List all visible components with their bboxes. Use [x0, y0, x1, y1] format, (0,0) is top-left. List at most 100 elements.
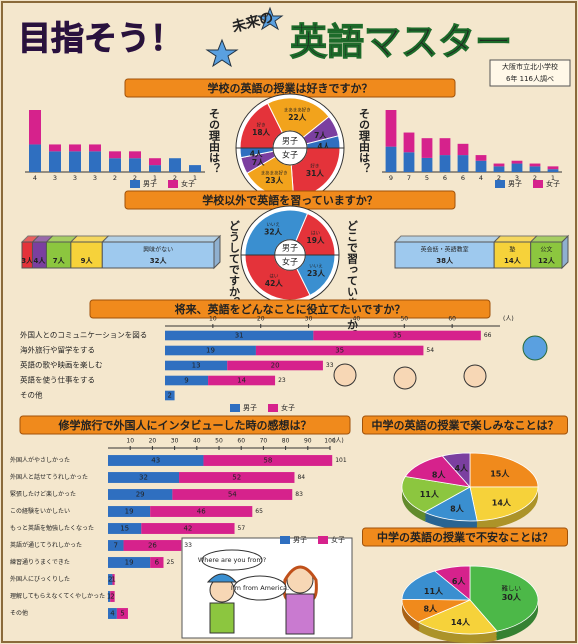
segment-label: 14人 [504, 256, 522, 265]
bar [49, 151, 61, 172]
segment-label: 4人 [34, 256, 47, 265]
segment-label: 38人 [436, 256, 454, 265]
bar-total: 23 [278, 377, 286, 384]
segment-category: 塾 [509, 246, 515, 254]
segment-label: 7人 [314, 131, 327, 140]
bar-value: 29 [136, 491, 145, 499]
x-tick-label: 80 [282, 438, 290, 445]
bar-value: 54 [228, 491, 237, 499]
segment-label: 22人 [288, 113, 306, 122]
bar-value: 31 [235, 332, 244, 340]
bar-value: 4 [33, 174, 37, 182]
slice-label: 8人 [432, 469, 447, 479]
segment-category: 英会話・英語教室 [421, 246, 469, 254]
bar-value: 9 [184, 377, 188, 385]
slice-label: 15人 [490, 469, 510, 479]
chart-title: 学校以外で英語を習っていますか？ [202, 193, 377, 207]
bar [255, 345, 424, 356]
bar-value: 3 [93, 174, 97, 182]
bar [547, 169, 559, 172]
bar-value: 42 [183, 525, 192, 533]
segment-category: まあまあ好き [261, 170, 288, 177]
legend-label: 女子 [281, 403, 295, 412]
pie-slice [401, 476, 472, 513]
legend-swatch [230, 404, 240, 412]
bar-total: 33 [184, 542, 192, 549]
category-label: 英語の歌や映画を楽しむ [20, 360, 103, 370]
group-label: 女子 [282, 150, 298, 160]
bar-value: 6 [443, 174, 447, 182]
bar-value: 1 [153, 174, 157, 182]
x-axis-unit: (人) [333, 438, 344, 445]
bar [129, 151, 141, 159]
segment-label: 18人 [252, 128, 270, 137]
bar-top [393, 235, 502, 243]
bar [385, 146, 397, 172]
group-label: 男子 [282, 137, 298, 146]
bar-end [213, 234, 221, 270]
bar [149, 158, 161, 166]
star [256, 6, 284, 31]
bar [227, 360, 323, 371]
child-body [209, 602, 235, 634]
bar-value: 7 [114, 542, 118, 550]
bar-value: 4 [110, 610, 115, 618]
category-label: 緊張したけど楽しかった [10, 490, 76, 498]
bar [108, 557, 151, 568]
category-label: 英語を使う仕事をする [20, 375, 95, 385]
slice-label: 6人 [452, 576, 467, 586]
pie-slice [417, 599, 498, 635]
bar [112, 574, 115, 585]
pie-slice [423, 486, 478, 522]
legend-label: 男子 [243, 404, 257, 412]
bar-total: 65 [255, 508, 263, 515]
bar [439, 138, 451, 156]
legend-swatch [268, 404, 278, 412]
bar [150, 557, 164, 568]
bar [439, 155, 451, 172]
bar-value: 6 [155, 559, 160, 567]
x-tick-label: 70 [260, 438, 268, 445]
legend-label: 男子 [143, 180, 157, 188]
bar [108, 591, 111, 602]
legend-label: 女子 [546, 179, 560, 188]
speech-bubble [233, 575, 287, 601]
pie-slice [469, 452, 539, 488]
bar [385, 110, 397, 147]
bar [108, 574, 113, 585]
bar [89, 144, 101, 152]
x-tick-label: 60 [237, 438, 245, 445]
x-tick-label: 10 [126, 438, 134, 445]
bar-value: 35 [393, 332, 402, 340]
bar [69, 151, 81, 172]
illustration [181, 537, 353, 639]
bar-value: 3 [53, 174, 57, 182]
title-banner [19, 415, 351, 435]
bar-segment [493, 241, 532, 269]
segment-category: はい [269, 273, 278, 279]
bar-value: 2 [168, 392, 172, 400]
bar-value: 9 [389, 174, 393, 182]
slice-category: 難しい [502, 584, 522, 593]
bar [109, 158, 121, 172]
bar-total: 101 [335, 457, 347, 464]
bar [29, 110, 41, 145]
segment-label: 9人 [81, 256, 94, 265]
bar-value: 46 [197, 508, 206, 516]
bar-total: 84 [297, 474, 305, 481]
x-tick-label: 60 [448, 316, 456, 323]
x-tick-label: 100 [324, 438, 336, 445]
segment-category: いいえ [266, 222, 280, 228]
bar-value: 58 [263, 457, 272, 465]
segment-label: 42人 [265, 279, 283, 288]
bar-value: 20 [271, 362, 280, 370]
bar [123, 540, 182, 551]
title-banner [362, 527, 568, 547]
bar-value: 26 [148, 542, 157, 550]
bar-value: 13 [192, 362, 201, 370]
bar-value: 1 [107, 593, 111, 601]
bar [108, 472, 180, 483]
bar-value: 5 [425, 174, 429, 182]
bar [203, 455, 333, 466]
